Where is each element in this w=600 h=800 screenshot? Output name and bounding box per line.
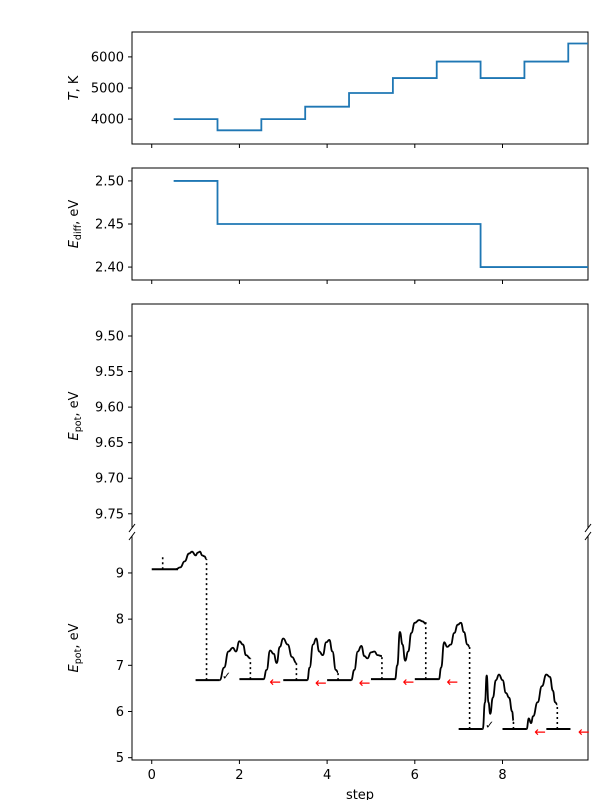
y-axis-label-unit: , eV <box>67 623 82 648</box>
y-tick-label: 9.70 <box>95 472 124 487</box>
y-axis-label-subscript: pot <box>73 648 84 664</box>
path-from-state-1 <box>219 640 251 681</box>
plot-frame <box>131 536 589 761</box>
plot-frame <box>131 31 589 145</box>
path-from-state-0 <box>175 550 207 571</box>
y-tick-label: 8 <box>116 613 124 628</box>
y-axis-label-unit: , eV <box>67 391 82 416</box>
rejected-move-arrow: ← <box>315 675 327 691</box>
y-axis-label-symbol: E <box>67 239 82 248</box>
path-from-state-3 <box>306 637 339 681</box>
y-axis-label-subscript: diff <box>73 224 84 240</box>
y-tick-label: 2.50 <box>95 174 124 189</box>
y-tick-label: 4000 <box>91 113 124 128</box>
panel-diffusion: 2.40 2.45 2.50 Ediff, eV <box>67 167 589 284</box>
x-tick-label: 8 <box>498 768 506 783</box>
plot-frame <box>131 303 589 528</box>
rejected-move-arrow: ← <box>534 724 546 740</box>
path-from-state-8 <box>525 673 558 730</box>
y-axis-label: Epot, eV <box>67 391 84 440</box>
y-tick-label: 5000 <box>91 82 124 97</box>
path-from-state-7 <box>481 673 515 730</box>
panel-energy-upper: 9.50 9.55 9.60 9.65 9.70 9.75 Epot, eV <box>67 303 589 528</box>
y-axis-label-symbol: E <box>67 431 82 440</box>
x-tick-label: 4 <box>323 768 331 783</box>
axis-break-mark <box>584 531 592 541</box>
axis-break-mark <box>128 523 136 533</box>
y-tick-label: 9.65 <box>95 436 124 451</box>
y-tick-label: 2.45 <box>95 218 124 233</box>
y-tick-label: 7 <box>116 659 124 674</box>
series-temperature <box>173 42 588 132</box>
rejected-move-arrow: ← <box>578 724 590 740</box>
path-from-state-2 <box>262 637 297 681</box>
rejected-move-arrow: ← <box>359 675 371 691</box>
rejected-move-arrow: ← <box>269 674 281 690</box>
y-axis-label-subscript: pot <box>73 416 84 432</box>
x-tick-label: 6 <box>411 768 419 783</box>
y-tick-label: 6000 <box>91 50 124 65</box>
rejected-move-arrow: ← <box>403 674 415 690</box>
y-axis-label: T, K <box>67 75 82 100</box>
panel-energy-lower: 5 6 7 8 9 Epot, eV ✓ ← ← ← ← ← ✓ ← ← 0 2 4 6 8 step <box>67 536 590 800</box>
y-tick-label: 2.40 <box>95 261 124 276</box>
y-tick-label: 9.55 <box>95 365 124 380</box>
accepted-move-check: ✓ <box>222 669 231 682</box>
path-from-state-5 <box>394 619 426 681</box>
y-tick-label: 6 <box>116 705 124 720</box>
y-axis-label-symbol: T <box>67 91 82 100</box>
y-axis-label-unit: , K <box>67 75 82 92</box>
y-tick-label: 9.50 <box>95 330 124 345</box>
axis-break-mark <box>128 531 136 541</box>
y-tick-label: 9.60 <box>95 401 124 416</box>
y-axis-label-symbol: E <box>67 663 82 672</box>
x-tick-label: 0 <box>148 768 156 783</box>
x-tick-label: 2 <box>235 768 243 783</box>
axis-break-marks <box>128 523 592 541</box>
accepted-move-check: ✓ <box>485 718 494 731</box>
y-tick-label: 5 <box>116 751 124 766</box>
axis-break-mark <box>584 523 592 533</box>
path-from-state-4 <box>350 645 382 681</box>
y-tick-label: 9.75 <box>95 507 124 522</box>
y-axis-label-unit: , eV <box>67 200 82 225</box>
path-from-state-6 <box>438 621 470 681</box>
rejected-move-arrow: ← <box>446 674 458 690</box>
y-axis-label: Ediff, eV <box>67 200 84 249</box>
series-diffusion <box>173 180 588 268</box>
y-tick-label: 9 <box>116 566 124 581</box>
y-axis-label: Epot, eV <box>67 623 84 672</box>
x-axis-label: step <box>346 788 374 800</box>
panel-temperature: 4000 5000 6000 T, K <box>67 31 589 148</box>
